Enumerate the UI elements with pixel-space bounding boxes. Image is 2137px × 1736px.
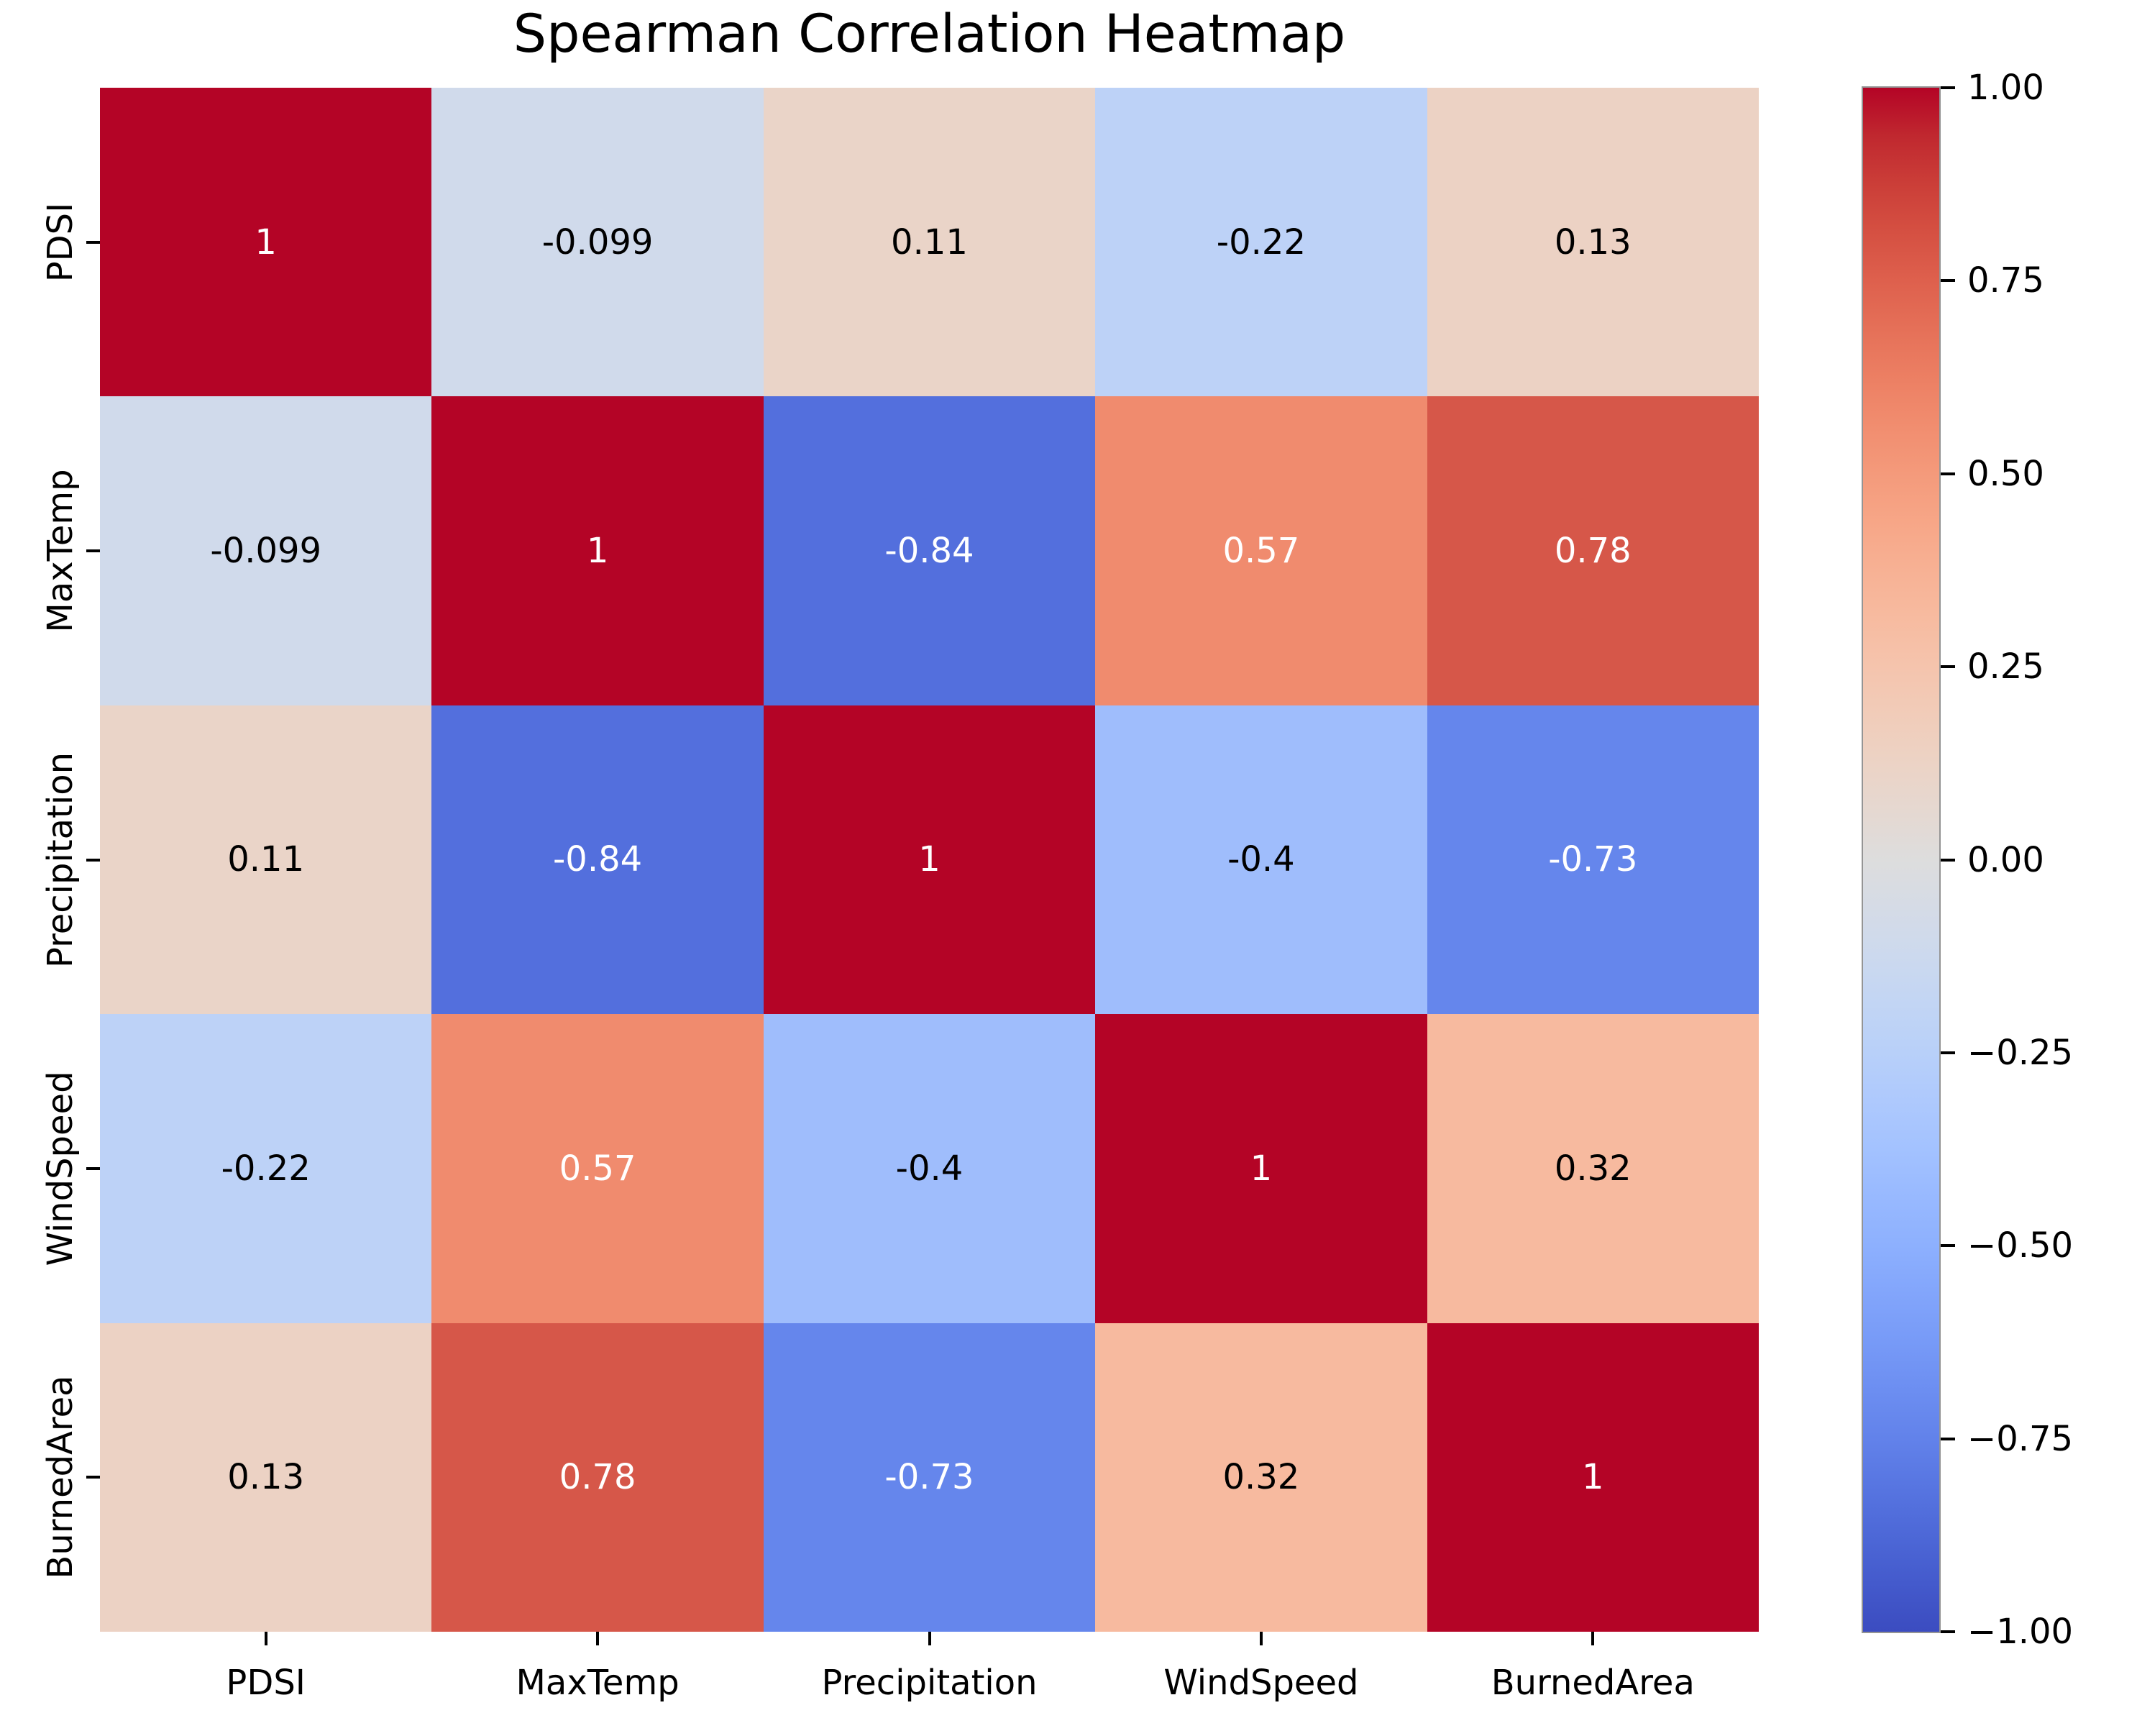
- colorbar-tick: [1941, 665, 1955, 669]
- heatmap-cell: -0.84: [763, 396, 1096, 705]
- colorbar-tick-label: −0.25: [1967, 1032, 2074, 1073]
- colorbar-tick: [1941, 472, 1955, 475]
- y-axis-tick: [86, 1166, 100, 1170]
- heatmap-cell: -0.099: [431, 88, 764, 397]
- heatmap-cell: -0.4: [1095, 705, 1427, 1015]
- heatmap-grid: 1 -0.099 0.11 -0.22 0.13 -0.099 1 -0.84 0.57 0.78…: [100, 88, 1759, 1632]
- colorbar-tick: [1941, 858, 1955, 862]
- chart-title: Spearman Correlation Heatmap: [513, 4, 1346, 65]
- heatmap-cell: -0.099: [100, 396, 432, 705]
- x-axis-label: Precipitation: [821, 1663, 1038, 1703]
- heatmap-cell: 1: [431, 396, 764, 705]
- y-axis-label: Precipitation: [40, 751, 81, 968]
- colorbar-tick: [1941, 86, 1955, 89]
- heatmap-cell: -0.22: [100, 1014, 432, 1323]
- y-axis-tick: [86, 549, 100, 553]
- y-axis-tick: [86, 1476, 100, 1479]
- x-axis-tick: [1591, 1632, 1595, 1645]
- heatmap-cell: -0.73: [1427, 705, 1759, 1015]
- colorbar-tick-label: 0.50: [1967, 453, 2044, 494]
- colorbar-tick-label: 0.75: [1967, 260, 2044, 301]
- colorbar-tick: [1941, 1051, 1955, 1054]
- colorbar-tick-label: 1.00: [1967, 68, 2044, 108]
- colorbar-tick-label: 0.25: [1967, 647, 2044, 687]
- y-axis-label: MaxTemp: [40, 469, 81, 633]
- colorbar-tick: [1941, 1630, 1955, 1633]
- y-axis-tick: [86, 240, 100, 244]
- x-axis-label: MaxTemp: [516, 1663, 679, 1703]
- colorbar-tick-label: 0.00: [1967, 839, 2044, 880]
- heatmap-cell: 0.11: [100, 705, 432, 1015]
- heatmap-cell: 0.13: [1427, 88, 1759, 397]
- heatmap-cell: -0.4: [763, 1014, 1096, 1323]
- y-axis-label: WindSpeed: [40, 1071, 81, 1266]
- x-axis-tick: [596, 1632, 600, 1645]
- x-axis-label: BurnedArea: [1491, 1663, 1695, 1703]
- y-axis-tick: [86, 858, 100, 862]
- heatmap-cell: 0.32: [1427, 1014, 1759, 1323]
- colorbar-tick: [1941, 1437, 1955, 1440]
- x-axis-tick: [1259, 1632, 1263, 1645]
- y-axis-label: BurnedArea: [40, 1375, 81, 1579]
- colorbar-tick-label: −0.75: [1967, 1418, 2074, 1459]
- heatmap-cell: 0.32: [1095, 1322, 1427, 1632]
- heatmap-cell: 0.57: [1095, 396, 1427, 705]
- heatmap-cell: 0.11: [763, 88, 1096, 397]
- colorbar-tick: [1941, 1244, 1955, 1248]
- colorbar-tick-label: −0.50: [1967, 1225, 2074, 1266]
- heatmap-cell: 0.78: [1427, 396, 1759, 705]
- heatmap-cell: 0.13: [100, 1322, 432, 1632]
- colorbar-tick-label: −1.00: [1967, 1612, 2074, 1652]
- heatmap-cell: 1: [763, 705, 1096, 1015]
- x-axis-label: PDSI: [226, 1663, 306, 1703]
- y-axis-label: PDSI: [40, 202, 81, 282]
- heatmap-cell: 1: [100, 88, 432, 397]
- colorbar-tick: [1941, 279, 1955, 283]
- x-axis-tick: [928, 1632, 931, 1645]
- heatmap-cell: 0.78: [431, 1322, 764, 1632]
- heatmap-cell: -0.22: [1095, 88, 1427, 397]
- x-axis-label: WindSpeed: [1163, 1663, 1359, 1703]
- x-axis-tick: [264, 1632, 267, 1645]
- heatmap-cell: 1: [1095, 1014, 1427, 1323]
- heatmap-cell: 0.57: [431, 1014, 764, 1323]
- colorbar: [1862, 86, 1941, 1633]
- heatmap-cell: 1: [1427, 1322, 1759, 1632]
- heatmap-cell: -0.73: [763, 1322, 1096, 1632]
- heatmap-cell: -0.84: [431, 705, 764, 1015]
